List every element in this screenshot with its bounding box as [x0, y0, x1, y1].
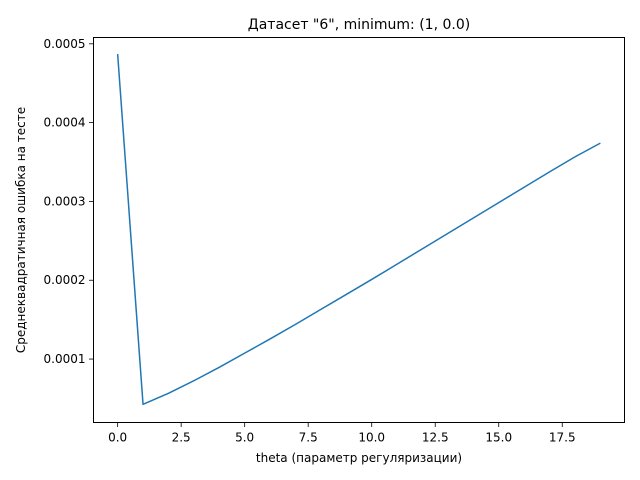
y-tick-label: 0.0002 — [44, 273, 86, 287]
chart-title: Датасет "6", minimum: (1, 0.0) — [248, 17, 470, 33]
x-tick-label: 12.5 — [422, 431, 449, 445]
x-tick-label: 2.5 — [172, 431, 191, 445]
y-tick-label: 0.0001 — [44, 352, 86, 366]
y-axis: 0.0001 0.0002 0.0003 0.0004 0.0005 — [44, 37, 94, 366]
series-line-0 — [116, 53, 601, 406]
x-tick-label: 0.0 — [108, 431, 127, 445]
plot-area — [116, 53, 601, 406]
x-tick-label: 15.0 — [485, 431, 512, 445]
x-axis: 0.0 2.5 5.0 7.5 10.0 12.5 15.0 17.5 — [108, 422, 576, 445]
plot-frame — [93, 37, 625, 423]
x-axis-label: theta (параметр регуляризации) — [256, 451, 462, 465]
y-tick-label: 0.0004 — [44, 116, 86, 130]
y-tick-label: 0.0005 — [44, 37, 86, 51]
x-tick-label: 17.5 — [549, 431, 576, 445]
y-axis-label: Среднеквадратичная ошибка на тесте — [14, 107, 28, 353]
x-tick-label: 7.5 — [299, 431, 318, 445]
x-tick-label: 10.0 — [358, 431, 385, 445]
x-tick-label: 5.0 — [235, 431, 254, 445]
y-tick-label: 0.0003 — [44, 194, 86, 208]
